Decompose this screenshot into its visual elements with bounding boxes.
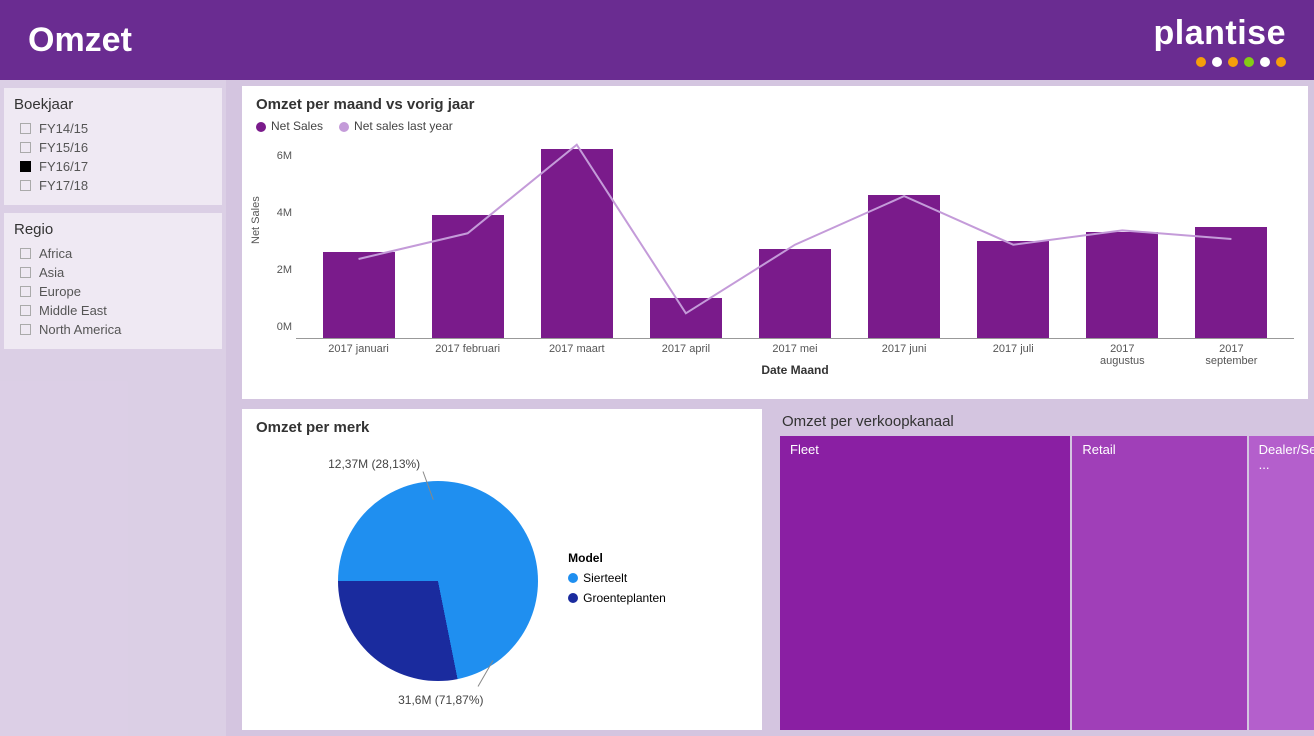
checkbox-icon[interactable] bbox=[20, 142, 31, 153]
treemap: FleetRetailDealer/Self ... bbox=[780, 436, 1308, 730]
x-tick-label: 2017 juni bbox=[868, 343, 940, 367]
filter-item-label: North America bbox=[39, 322, 121, 337]
bar[interactable] bbox=[1086, 232, 1158, 338]
legend-label: Net Sales bbox=[271, 119, 323, 133]
filter-panel-boekjaar: Boekjaar FY14/15 FY15/16 FY16/17 FY17/18 bbox=[4, 88, 222, 205]
content-area: Omzet per maand vs vorig jaar Net SalesN… bbox=[226, 80, 1314, 736]
checkbox-icon[interactable] bbox=[20, 180, 31, 191]
x-tick-label: 2017 april bbox=[650, 343, 722, 367]
bottom-row: Omzet per merk 12,37M (28,13%) 31,6M (71… bbox=[242, 409, 1308, 730]
pie-legend-label: Groenteplanten bbox=[583, 591, 666, 605]
x-tick-label: 2017 juli bbox=[977, 343, 1049, 367]
checkbox-icon[interactable] bbox=[20, 286, 31, 297]
pie-callout-top: 12,37M (28,13%) bbox=[328, 457, 420, 471]
treemap-title: Omzet per verkoopkanaal bbox=[780, 409, 1308, 436]
filter-title-boekjaar: Boekjaar bbox=[14, 96, 212, 113]
bar[interactable] bbox=[323, 252, 395, 338]
legend-dot-icon bbox=[568, 593, 578, 603]
boekjaar-item[interactable]: FY15/16 bbox=[14, 138, 212, 157]
y-tick-label: 6M bbox=[277, 150, 292, 162]
treemap-card: Omzet per verkoopkanaal FleetRetailDeale… bbox=[780, 409, 1308, 730]
bar-chart-legend: Net Sales Net sales last year bbox=[256, 119, 1294, 133]
legend-dot-icon bbox=[256, 122, 266, 132]
filter-item-label: FY14/15 bbox=[39, 121, 88, 136]
x-tick-label: 2017 februari bbox=[432, 343, 504, 367]
legend-dot-icon bbox=[339, 122, 349, 132]
filter-panel-regio: Regio Africa Asia Europe Middle East North A… bbox=[4, 213, 222, 349]
x-tick-label: 2017 augustus bbox=[1086, 343, 1158, 367]
pie-legend-item[interactable]: Sierteelt bbox=[568, 571, 666, 585]
filter-item-label: Middle East bbox=[39, 303, 107, 318]
bar[interactable] bbox=[650, 298, 722, 338]
boekjaar-item[interactable]: FY16/17 bbox=[14, 157, 212, 176]
legend-label: Net sales last year bbox=[354, 119, 453, 133]
pie-chart-card: Omzet per merk 12,37M (28,13%) 31,6M (71… bbox=[242, 409, 762, 730]
checkbox-icon[interactable] bbox=[20, 123, 31, 134]
filter-item-label: FY17/18 bbox=[39, 178, 88, 193]
legend-dot-icon bbox=[568, 573, 578, 583]
bar[interactable] bbox=[432, 215, 504, 338]
bar-chart-title: Omzet per maand vs vorig jaar bbox=[256, 96, 1294, 113]
regio-item[interactable]: Africa bbox=[14, 244, 212, 263]
filter-item-label: FY16/17 bbox=[39, 159, 88, 174]
filter-title-regio: Regio bbox=[14, 221, 212, 238]
brand-logo-text: plantise bbox=[1154, 14, 1286, 53]
checkbox-icon[interactable] bbox=[20, 324, 31, 335]
checkbox-icon[interactable] bbox=[20, 305, 31, 316]
bar-chart-x-label: Date Maand bbox=[761, 363, 828, 377]
bar-chart-card: Omzet per maand vs vorig jaar Net SalesN… bbox=[242, 86, 1308, 399]
page-title: Omzet bbox=[28, 21, 132, 60]
pie-chart-pie[interactable] bbox=[338, 481, 538, 681]
treemap-tile[interactable]: Dealer/Self ... bbox=[1249, 436, 1314, 730]
pie-chart: 12,37M (28,13%) 31,6M (71,87%) Model Sie… bbox=[256, 442, 748, 719]
sidebar: Boekjaar FY14/15 FY15/16 FY16/17 FY17/18 Re… bbox=[0, 80, 226, 736]
pie-chart-title: Omzet per merk bbox=[256, 419, 748, 436]
header-bar: Omzet plantise bbox=[0, 0, 1314, 80]
treemap-tile[interactable]: Retail bbox=[1072, 436, 1246, 730]
boekjaar-item[interactable]: FY17/18 bbox=[14, 176, 212, 195]
regio-item[interactable]: Asia bbox=[14, 263, 212, 282]
pie-callout-bottom: 31,6M (71,87%) bbox=[398, 693, 483, 707]
pie-legend-title: Model bbox=[568, 551, 666, 565]
bar-chart: Net Sales 0M2M4M6M 2017 januari2017 febr… bbox=[256, 139, 1294, 389]
y-tick-label: 2M bbox=[277, 264, 292, 276]
filter-item-label: Europe bbox=[39, 284, 81, 299]
brand-logo-dots bbox=[1196, 57, 1286, 67]
pie-legend-label: Sierteelt bbox=[583, 571, 627, 585]
main-layout: Boekjaar FY14/15 FY15/16 FY16/17 FY17/18 Re… bbox=[0, 80, 1314, 736]
bar[interactable] bbox=[759, 249, 831, 338]
bar[interactable] bbox=[868, 195, 940, 338]
filter-item-label: Asia bbox=[39, 265, 64, 280]
regio-item[interactable]: North America bbox=[14, 320, 212, 339]
bar[interactable] bbox=[977, 241, 1049, 338]
filter-item-label: FY15/16 bbox=[39, 140, 88, 155]
pie-legend-item[interactable]: Groenteplanten bbox=[568, 591, 666, 605]
checkbox-icon[interactable] bbox=[20, 161, 31, 172]
regio-item[interactable]: Middle East bbox=[14, 301, 212, 320]
legend-item[interactable]: Net Sales bbox=[256, 119, 323, 133]
boekjaar-item[interactable]: FY14/15 bbox=[14, 119, 212, 138]
regio-item[interactable]: Europe bbox=[14, 282, 212, 301]
bar[interactable] bbox=[541, 149, 613, 338]
bar-chart-y-axis: Net Sales 0M2M4M6M bbox=[256, 139, 296, 389]
x-tick-label: 2017 januari bbox=[323, 343, 395, 367]
bar[interactable] bbox=[1195, 227, 1267, 338]
y-tick-label: 0M bbox=[277, 321, 292, 333]
brand-logo: plantise bbox=[1154, 14, 1286, 67]
x-tick-label: 2017 september bbox=[1195, 343, 1267, 367]
x-tick-label: 2017 maart bbox=[541, 343, 613, 367]
checkbox-icon[interactable] bbox=[20, 267, 31, 278]
legend-item[interactable]: Net sales last year bbox=[339, 119, 453, 133]
pie-chart-legend: Model Sierteelt Groenteplanten bbox=[568, 551, 666, 611]
checkbox-icon[interactable] bbox=[20, 248, 31, 259]
treemap-tile[interactable]: Fleet bbox=[780, 436, 1070, 730]
bar-chart-plot: 2017 januari2017 februari2017 maart2017 … bbox=[296, 139, 1294, 339]
filter-item-label: Africa bbox=[39, 246, 72, 261]
y-tick-label: 4M bbox=[277, 207, 292, 219]
